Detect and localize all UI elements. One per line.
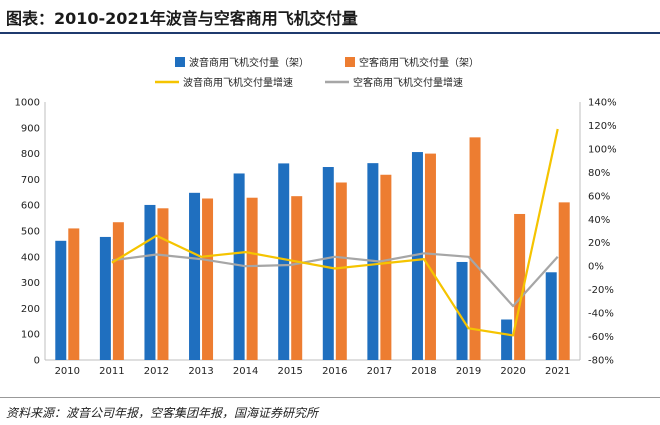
- line-boeing-growth: [111, 128, 559, 337]
- bar-airbus: [68, 228, 80, 360]
- legend-label: 空客商用飞机交付量（架）: [359, 56, 479, 69]
- y-left-tick-label: 500: [21, 227, 40, 238]
- legend-label: 波音商用飞机交付量增速: [183, 76, 293, 89]
- bar-airbus: [424, 153, 436, 360]
- bar-airbus: [469, 137, 481, 360]
- bar-boeing: [411, 152, 423, 360]
- y-left-tick-label: 200: [21, 304, 40, 315]
- y-left-tick-label: 600: [21, 201, 40, 212]
- x-tick-label: 2017: [367, 366, 392, 377]
- x-tick-label: 2012: [144, 366, 169, 377]
- bar-airbus: [157, 208, 169, 360]
- y-right-tick-label: 20%: [588, 238, 610, 249]
- chart-area: 0 100 200 300 400 500 600 700 800 900 1000 -80% -60%…: [0, 40, 660, 392]
- chart-svg: 0 100 200 300 400 500 600 700 800 900 1000 -80% -60%…: [15, 56, 617, 377]
- y-left-tick-label: 300: [21, 278, 40, 289]
- y-left-tick-label: 900: [21, 123, 40, 134]
- y-right-tick-label: -40%: [588, 309, 614, 320]
- y-left-tick-label: 1000: [15, 98, 40, 109]
- y-right-tick-label: -80%: [588, 356, 614, 367]
- legend-label: 波音商用飞机交付量（架）: [189, 56, 309, 69]
- source-note: 资料来源：波音公司年报，空客集团年报，国海证券研究所: [6, 406, 319, 420]
- y-right-tick-label: 80%: [588, 168, 610, 179]
- x-tick-label: 2011: [99, 366, 124, 377]
- bar-boeing: [144, 204, 156, 360]
- bar-airbus: [558, 202, 570, 360]
- x-tick-label: 2016: [322, 366, 347, 377]
- x-tick-label: 2018: [411, 366, 436, 377]
- bar-airbus: [514, 213, 526, 360]
- x-tick-label: 2015: [277, 366, 302, 377]
- y-left-tick-label: 0: [34, 356, 40, 367]
- bar-airbus: [335, 182, 347, 360]
- y-left-tick-label: 400: [21, 252, 40, 263]
- bar-boeing: [55, 240, 67, 360]
- legend-swatch: [345, 57, 355, 67]
- x-tick-label: 2013: [188, 366, 213, 377]
- x-tick-label: 2020: [500, 366, 525, 377]
- bar-boeing: [99, 236, 111, 360]
- y-right-tick-label: -60%: [588, 332, 614, 343]
- source-bar: 资料来源：波音公司年报，空客集团年报，国海证券研究所: [0, 397, 660, 425]
- x-tick-label: 2019: [456, 366, 481, 377]
- bar-boeing: [456, 261, 468, 360]
- y-right-tick-label: -20%: [588, 285, 614, 296]
- y-left-tick-label: 700: [21, 175, 40, 186]
- bar-boeing: [278, 163, 290, 360]
- bar-airbus: [246, 197, 258, 360]
- bar-boeing: [189, 192, 201, 360]
- bar-boeing: [545, 272, 557, 360]
- bar-boeing: [233, 173, 245, 360]
- y-right-tick-label: 100%: [588, 144, 617, 155]
- y-left-tick-label: 800: [21, 149, 40, 160]
- bar-airbus: [291, 196, 303, 360]
- y-left-tick-label: 100: [21, 330, 40, 341]
- x-tick-label: 2014: [233, 366, 258, 377]
- y-right-tick-label: 0%: [588, 262, 604, 273]
- chart-title: 图表：2010-2021年波音与空客商用飞机交付量: [6, 9, 358, 28]
- y-right-tick-label: 60%: [588, 191, 610, 202]
- y-right-tick-label: 140%: [588, 98, 617, 109]
- legend-label: 空客商用飞机交付量增速: [353, 76, 463, 89]
- legend-swatch: [175, 57, 185, 67]
- title-bar: 图表：2010-2021年波音与空客商用飞机交付量: [0, 0, 660, 34]
- y-right-tick-label: 120%: [588, 121, 617, 132]
- x-tick-label: 2010: [55, 366, 80, 377]
- bar-airbus: [380, 174, 392, 360]
- bar-airbus: [202, 198, 214, 360]
- line-airbus-growth: [111, 252, 559, 308]
- bar-airbus: [112, 222, 124, 360]
- y-right-tick-label: 40%: [588, 215, 610, 226]
- bar-boeing: [322, 167, 334, 360]
- bar-boeing: [501, 319, 513, 360]
- x-tick-label: 2021: [545, 366, 570, 377]
